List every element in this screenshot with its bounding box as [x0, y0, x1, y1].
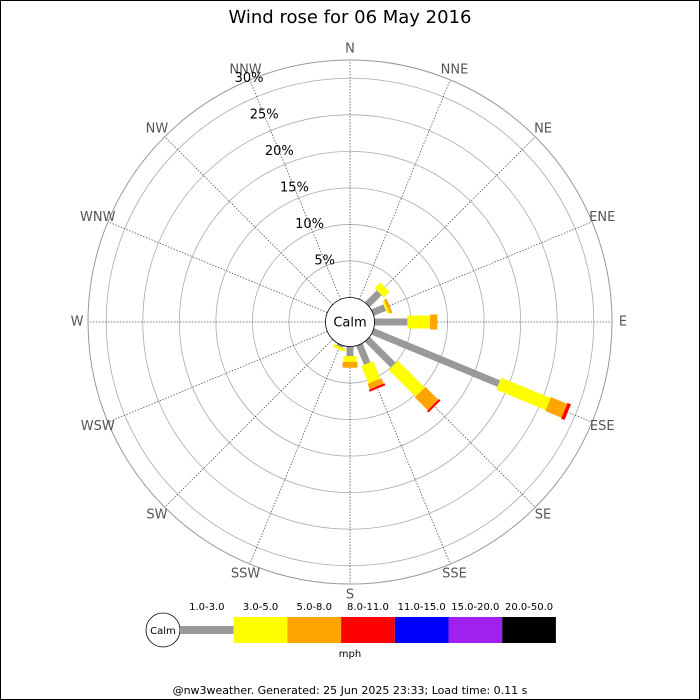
direction-label: S [346, 588, 354, 603]
wind-bar [388, 360, 425, 397]
spoke [164, 136, 333, 305]
spoke [107, 331, 328, 423]
ring-label: 30% [235, 71, 264, 86]
legend-swatch [341, 617, 395, 643]
wind-bar [371, 328, 501, 387]
direction-label: SW [146, 508, 167, 523]
direction-label: SSE [442, 567, 467, 582]
direction-label: E [619, 315, 627, 330]
legend-label: 11.0-15.0 [398, 602, 446, 613]
wind-bar [371, 304, 387, 316]
wind-bar [496, 377, 551, 411]
wind-bar [356, 343, 371, 365]
direction-label: NW [146, 121, 169, 136]
wind-bar [426, 398, 441, 413]
ring-label: 25% [250, 107, 279, 122]
ring-label: 15% [280, 180, 309, 195]
direction-label: NNW [229, 62, 261, 77]
wind-bar [364, 290, 382, 308]
wind-bar [382, 300, 390, 314]
ring-label: 10% [295, 217, 324, 232]
legend-swatch [233, 617, 288, 643]
legend-swatch [287, 617, 342, 643]
direction-label: W [71, 315, 84, 330]
spoke [359, 79, 451, 300]
spoke [372, 221, 593, 313]
ring [142, 114, 558, 530]
wind-bar [367, 378, 384, 390]
legend-swatch [394, 617, 449, 643]
chart-title: Wind rose for 06 May 2016 [229, 7, 472, 28]
wind-bar [374, 282, 390, 298]
legend-swatch [448, 617, 503, 643]
spoke [249, 344, 341, 565]
spoke [164, 339, 333, 508]
legend-swatch [180, 626, 234, 634]
spoke [107, 221, 328, 313]
spoke [367, 136, 536, 305]
ring [178, 150, 522, 494]
legend-swatch [502, 617, 556, 643]
legend-label: 20.0-50.0 [505, 602, 553, 613]
direction-label: ESE [590, 419, 615, 434]
calm-label: Calm [333, 316, 366, 331]
direction-label: ENE [589, 210, 615, 225]
legend-label: 3.0-5.0 [243, 602, 278, 613]
legend-label: 15.0-20.0 [451, 602, 499, 613]
calm-circle [325, 297, 375, 347]
wind-bar [364, 336, 396, 368]
direction-label: NE [534, 121, 552, 136]
direction-label: SSW [231, 567, 261, 582]
direction-label: WSW [81, 419, 115, 434]
legend-calm-label: Calm [150, 626, 176, 637]
units-label: mph [339, 649, 361, 660]
footer: @nw3weather. Generated: 25 Jun 2025 23:3… [173, 684, 528, 697]
direction-label: SE [535, 508, 551, 523]
wind-bar [368, 383, 386, 392]
wind-bar [561, 402, 572, 421]
wind-bar [414, 386, 439, 411]
wind-bar [361, 361, 381, 384]
legend-label: 5.0-8.0 [297, 602, 332, 613]
legend-label: 1.0-3.0 [189, 602, 224, 613]
ring-label: 20% [265, 144, 294, 159]
wind-bar [545, 397, 568, 418]
ring-label: 5% [314, 253, 335, 268]
legend-label: 8.0-11.0 [347, 602, 389, 613]
spoke [249, 79, 341, 300]
direction-label: N [345, 42, 355, 57]
direction-label: NNE [441, 62, 469, 77]
direction-label: WNW [80, 210, 116, 225]
wind-bar [332, 344, 346, 352]
wind-bar [383, 298, 393, 314]
ring [215, 187, 485, 457]
